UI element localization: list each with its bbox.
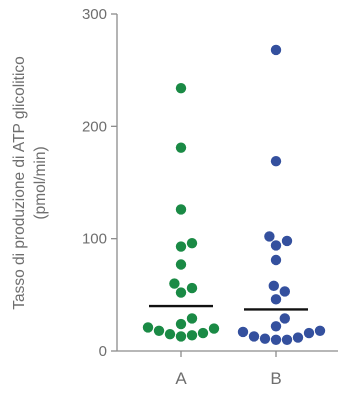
data-point-B-14 — [248, 331, 260, 342]
y-tick-label-200: 200 — [82, 118, 107, 135]
data-point-A-3 — [186, 237, 198, 249]
data-point-A-0 — [175, 82, 187, 94]
data-point-A-1 — [175, 142, 187, 153]
y-tick-label-0: 0 — [99, 343, 107, 360]
data-point-B-2 — [264, 231, 275, 242]
data-point-B-18 — [281, 334, 293, 345]
data-point-B-11 — [314, 325, 326, 336]
data-point-A-17 — [175, 331, 187, 342]
data-point-A-5 — [175, 259, 187, 270]
data-point-A-14 — [197, 327, 209, 339]
data-point-B-15 — [292, 332, 304, 343]
data-point-B-3 — [281, 235, 293, 247]
data-point-B-9 — [279, 313, 290, 324]
x-tick-label-A: A — [175, 369, 187, 388]
data-point-A-16 — [186, 330, 198, 341]
data-point-B-8 — [270, 294, 282, 305]
data-point-A-7 — [186, 282, 198, 294]
data-point-A-4 — [175, 241, 187, 252]
data-point-B-12 — [237, 326, 249, 338]
data-point-A-8 — [175, 287, 187, 298]
y-tick-label-100: 100 — [82, 231, 107, 248]
data-point-B-7 — [279, 286, 290, 297]
data-point-B-0 — [270, 44, 282, 56]
axes: 0 100 200 300 A B — [82, 6, 338, 388]
data-point-A-13 — [153, 325, 165, 336]
data-points — [142, 44, 326, 345]
data-point-A-2 — [175, 204, 187, 215]
x-tick-label-B: B — [270, 369, 281, 388]
data-point-A-11 — [142, 322, 154, 333]
y-axis-title-line1: Tasso di produzione di ATP glicolitico — [11, 56, 28, 310]
data-point-B-6 — [268, 280, 279, 292]
data-point-A-6 — [169, 278, 180, 289]
y-axis-title-line2: (pmol/min) — [32, 146, 49, 219]
data-point-B-16 — [259, 333, 271, 344]
data-point-A-9 — [186, 313, 198, 324]
data-point-A-10 — [175, 318, 187, 330]
data-point-B-10 — [270, 321, 282, 332]
data-point-B-5 — [270, 254, 282, 266]
data-point-B-13 — [303, 327, 315, 339]
data-point-B-1 — [270, 155, 282, 167]
y-axis-title: Tasso di produzione di ATP glicolitico (… — [11, 56, 49, 310]
data-point-A-12 — [208, 323, 220, 334]
data-point-B-17 — [270, 334, 282, 345]
y-tick-label-300: 300 — [82, 6, 107, 23]
data-point-B-4 — [270, 240, 282, 251]
data-point-A-15 — [164, 328, 176, 340]
